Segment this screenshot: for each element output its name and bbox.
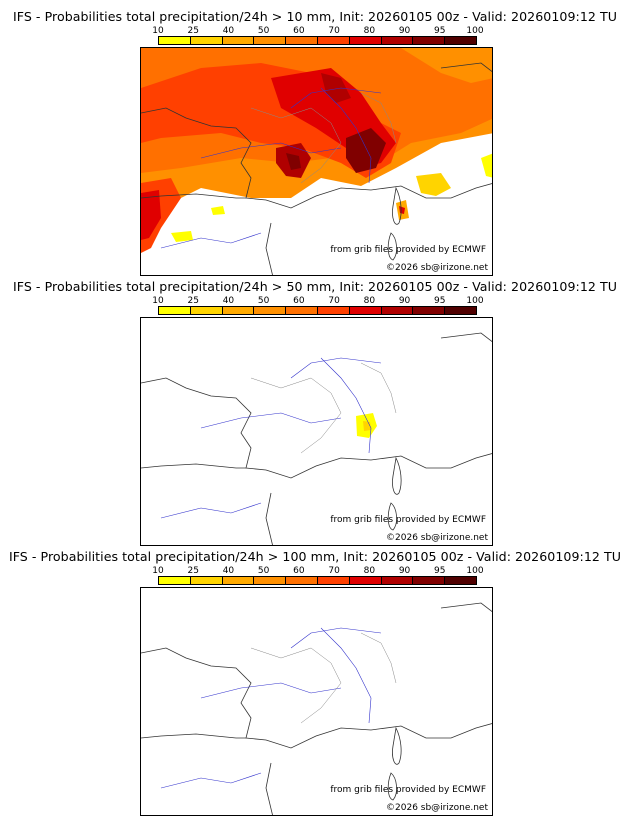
colorbar-tick-label: 40 [222, 296, 235, 306]
colorbar-segment [317, 307, 350, 314]
colorbar-tick-label: 50 [257, 26, 270, 36]
colorbar-segment [317, 37, 350, 44]
colorbar-tick-label: 50 [257, 296, 270, 306]
panel-title: IFS - Probabilities total precipitation/… [12, 279, 618, 294]
map-canvas [141, 332, 492, 545]
rivers [160, 627, 382, 789]
colorbar-ticks: 10 25 40 50 60 70 80 90 95 100 [152, 566, 483, 576]
colorbar-segment [222, 307, 255, 314]
probability-map: from grib files provided by ECMWF ©2026 … [140, 587, 493, 816]
colorbar-tick-label: 60 [293, 296, 305, 306]
colorbar-segment [254, 37, 287, 44]
colorbar-segment [190, 577, 223, 584]
colorbar [158, 36, 477, 45]
colorbar-segment [349, 37, 382, 44]
map-panel-10mm: IFS - Probabilities total precipitation/… [0, 0, 630, 276]
colorbar-segment [413, 37, 446, 44]
colorbar-tick-label: 80 [363, 26, 376, 36]
colorbar-segment [222, 577, 255, 584]
colorbar-segment [381, 37, 414, 44]
precip-shading [141, 48, 492, 253]
coastlines [141, 332, 492, 545]
colorbar-tick-label: 60 [293, 566, 305, 576]
colorbar [158, 576, 477, 585]
colorbar-tick-label: 90 [398, 26, 411, 36]
colorbar-tick-label: 25 [187, 566, 199, 576]
colorbar-segment [349, 307, 382, 314]
colorbar-segment [445, 577, 476, 584]
colorbar-segment [190, 307, 223, 314]
colorbar-segment [222, 37, 255, 44]
colorbar-tick-label: 90 [398, 296, 411, 306]
credit-copyright: ©2026 sb@irizone.net [386, 533, 488, 543]
colorbar-tick-label: 10 [152, 26, 164, 36]
colorbar-tick-label: 95 [434, 26, 446, 36]
colorbar-tick-label: 60 [293, 26, 305, 36]
colorbar-tick-label: 25 [187, 296, 199, 306]
colorbar-tick-label: 40 [222, 26, 235, 36]
colorbar-segment [286, 577, 318, 584]
colorbar-tick-label: 40 [222, 566, 235, 576]
probability-map: from grib files provided by ECMWF ©2026 … [140, 47, 493, 276]
colorbar-tick-label: 25 [187, 26, 199, 36]
colorbar-segment [159, 307, 191, 314]
colorbar-tick-label: 80 [363, 566, 376, 576]
colorbar-segment [413, 307, 446, 314]
colorbar-segment [381, 307, 414, 314]
credit-source: from grib files provided by ECMWF [330, 515, 486, 525]
colorbar-segment [254, 577, 287, 584]
rivers [160, 357, 382, 519]
colorbar-tick-label: 10 [152, 566, 164, 576]
colorbar-segment [349, 577, 382, 584]
borders [250, 92, 397, 184]
colorbar-segment [445, 307, 476, 314]
precip-shading [356, 413, 377, 438]
rivers [160, 87, 382, 249]
colorbar-segment [190, 37, 223, 44]
colorbar-tick-label: 70 [328, 296, 340, 306]
colorbar-tick-label: 10 [152, 296, 164, 306]
colorbar-tick-label: 90 [398, 566, 411, 576]
colorbar-segment [254, 307, 287, 314]
colorbar-ticks: 10 25 40 50 60 70 80 90 95 100 [152, 26, 483, 36]
colorbar-segment [413, 577, 446, 584]
colorbar-tick-label: 100 [466, 296, 484, 306]
colorbar-tick-label: 80 [363, 296, 376, 306]
colorbar-segment [286, 37, 318, 44]
colorbar-tick-label: 70 [328, 26, 340, 36]
map-panel-100mm: IFS - Probabilities total precipitation/… [0, 540, 630, 816]
panel-title: IFS - Probabilities total precipitation/… [12, 9, 618, 24]
coastlines [141, 62, 492, 275]
map-canvas [141, 602, 492, 815]
colorbar-tick-label: 50 [257, 566, 270, 576]
colorbar-segment [159, 37, 191, 44]
colorbar-tick-label: 95 [434, 566, 446, 576]
credit-source: from grib files provided by ECMWF [330, 245, 486, 255]
coastlines [141, 602, 492, 815]
borders [250, 632, 397, 724]
colorbar-tick-label: 100 [466, 26, 484, 36]
colorbar-tick-label: 70 [328, 566, 340, 576]
credit-copyright: ©2026 sb@irizone.net [386, 803, 488, 813]
borders [250, 362, 397, 454]
colorbar-tick-label: 95 [434, 296, 446, 306]
colorbar-segment [445, 37, 476, 44]
credit-copyright: ©2026 sb@irizone.net [386, 263, 488, 273]
map-canvas [141, 48, 492, 275]
colorbar-segment [317, 577, 350, 584]
colorbar-tick-label: 100 [466, 566, 484, 576]
map-panel-50mm: IFS - Probabilities total precipitation/… [0, 270, 630, 546]
colorbar-ticks: 10 25 40 50 60 70 80 90 95 100 [152, 296, 483, 306]
colorbar-segment [286, 307, 318, 314]
credit-source: from grib files provided by ECMWF [330, 785, 486, 795]
colorbar-segment [381, 577, 414, 584]
colorbar-segment [159, 577, 191, 584]
panel-title: IFS - Probabilities total precipitation/… [8, 549, 622, 564]
probability-map: from grib files provided by ECMWF ©2026 … [140, 317, 493, 546]
colorbar [158, 306, 477, 315]
